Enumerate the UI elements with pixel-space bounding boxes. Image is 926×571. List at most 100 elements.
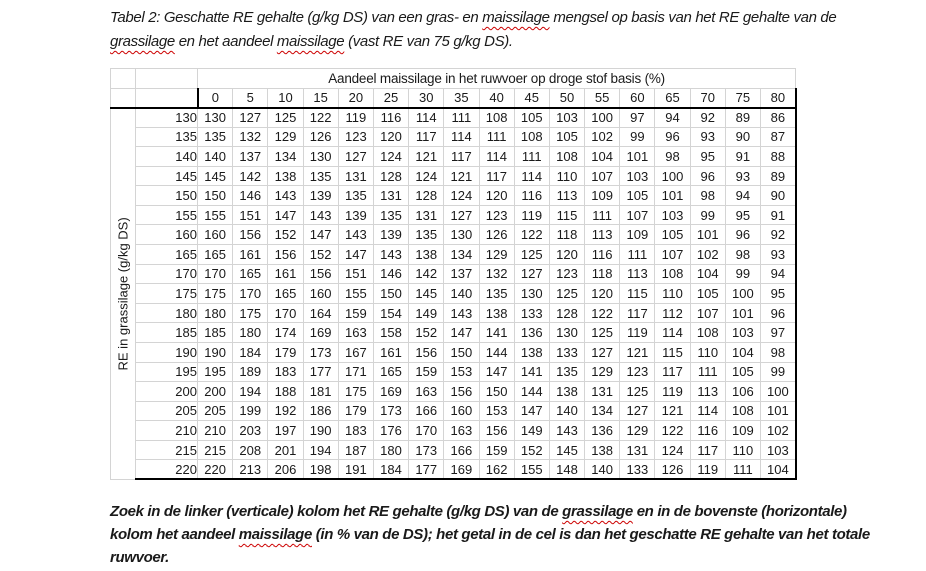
data-cell: 192 [267, 400, 304, 422]
data-cell: 98 [689, 185, 726, 206]
data-cell: 156 [408, 341, 445, 363]
data-cell: 138 [584, 439, 621, 461]
data-cell: 120 [584, 283, 621, 304]
row-header: 205 [135, 400, 198, 422]
data-cell: 105 [654, 224, 691, 246]
text-segment: (in % van de DS); het getal in de cel is… [110, 526, 870, 566]
data-cell: 183 [267, 361, 304, 383]
data-cell: 135 [196, 126, 234, 148]
data-cell: 181 [302, 381, 339, 402]
misspelled-word: grassilage [110, 33, 175, 50]
data-cell: 158 [372, 322, 410, 343]
data-cell: 103 [759, 439, 797, 461]
data-cell: 118 [548, 224, 586, 246]
data-cell: 150 [372, 283, 410, 304]
data-cell: 156 [267, 244, 304, 265]
data-cell: 201 [267, 439, 304, 461]
data-cell: 115 [654, 341, 691, 363]
data-cell: 150 [196, 185, 234, 206]
data-cell: 113 [619, 263, 656, 285]
text-segment: mengsel op basis van het RE gehalte van … [553, 9, 837, 26]
data-cell: 117 [619, 302, 656, 324]
data-cell: 108 [654, 263, 691, 285]
re-table: Aandeel maissilage in het ruwvoer op dro… [110, 68, 797, 481]
data-cell: 138 [267, 165, 304, 187]
data-cell: 108 [689, 322, 726, 343]
data-cell: 98 [654, 146, 691, 167]
data-cell: 186 [302, 400, 339, 422]
data-cell: 161 [232, 244, 269, 265]
data-cell: 130 [302, 146, 339, 167]
col-header: 80 [759, 88, 797, 108]
data-cell: 159 [478, 439, 515, 461]
misspelled-word: grassilage [562, 503, 633, 520]
col-header: 5 [232, 88, 269, 108]
data-cell: 135 [372, 204, 410, 226]
col-header: 45 [513, 88, 550, 108]
data-cell: 119 [689, 459, 726, 481]
corner-cell [110, 88, 136, 108]
data-cell: 90 [759, 185, 797, 206]
data-cell: 140 [584, 459, 621, 481]
row-header: 215 [135, 439, 198, 461]
data-cell: 100 [759, 381, 797, 402]
data-cell: 122 [584, 302, 621, 324]
data-cell: 145 [196, 165, 234, 187]
data-cell: 103 [619, 165, 656, 187]
data-cell: 135 [478, 283, 515, 304]
data-cell: 175 [337, 381, 374, 402]
col-header: 55 [584, 88, 621, 108]
data-cell: 199 [232, 400, 269, 422]
row-axis-title: RE in grassilage (g/kg DS) [115, 217, 131, 371]
col-header: 40 [478, 88, 515, 108]
data-cell: 127 [584, 341, 621, 363]
data-cell: 126 [302, 126, 339, 148]
data-cell: 110 [654, 283, 691, 304]
data-cell: 183 [337, 420, 374, 441]
data-cell: 93 [724, 165, 762, 187]
data-cell: 124 [443, 185, 480, 206]
data-cell: 155 [513, 459, 550, 481]
data-cell: 143 [548, 420, 586, 441]
text-segment: Tabel 2: Geschatte RE gehalte (g/kg DS) … [110, 9, 483, 26]
data-cell: 109 [584, 185, 621, 206]
data-cell: 145 [548, 439, 586, 461]
data-cell: 143 [372, 244, 410, 265]
data-cell: 147 [478, 361, 515, 383]
data-cell: 135 [337, 185, 374, 206]
data-cell: 102 [584, 126, 621, 148]
row-header: 180 [135, 302, 198, 324]
data-cell: 121 [619, 341, 656, 363]
data-cell: 170 [267, 302, 304, 324]
data-cell: 194 [232, 381, 269, 402]
row-header: 140 [135, 146, 198, 167]
data-cell: 122 [513, 224, 550, 246]
data-cell: 151 [232, 204, 269, 226]
data-cell: 116 [689, 420, 726, 441]
data-cell: 156 [443, 381, 480, 402]
data-cell: 132 [478, 263, 515, 285]
row-header: 160 [135, 224, 198, 246]
data-cell: 109 [619, 224, 656, 246]
data-cell: 220 [196, 459, 234, 481]
data-cell: 111 [724, 459, 762, 481]
data-cell: 175 [196, 283, 234, 304]
data-cell: 139 [302, 185, 339, 206]
data-cell: 117 [443, 146, 480, 167]
data-cell: 111 [689, 361, 726, 383]
data-cell: 109 [724, 420, 762, 441]
data-cell: 163 [408, 381, 445, 402]
data-cell: 122 [654, 420, 691, 441]
data-cell: 101 [759, 400, 797, 422]
data-cell: 131 [619, 439, 656, 461]
data-cell: 198 [302, 459, 339, 481]
data-cell: 119 [513, 204, 550, 226]
corner-cell [135, 68, 198, 89]
data-cell: 105 [689, 283, 726, 304]
data-cell: 148 [548, 459, 586, 481]
data-cell: 130 [443, 224, 480, 246]
data-cell: 96 [724, 224, 762, 246]
data-cell: 107 [619, 204, 656, 226]
data-cell: 205 [196, 400, 234, 422]
